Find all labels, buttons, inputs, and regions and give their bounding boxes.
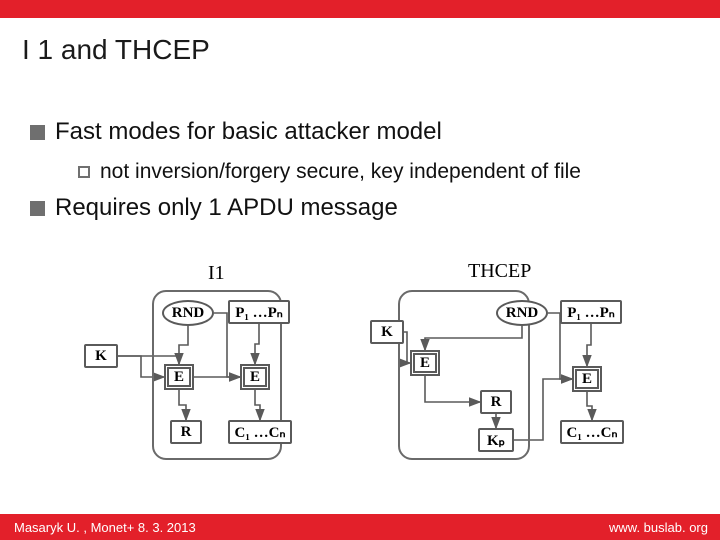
slide: { "layout": { "topbar": { "height_px": 1… xyxy=(0,0,720,540)
bullet-item-1a: not inversion/forgery secure, key indepe… xyxy=(78,160,581,184)
bullet-text: Fast modes for basic attacker model xyxy=(55,118,442,146)
diagram-node-i1_label: I1 xyxy=(208,262,248,286)
diagram-node-th_p: P₁ …Pₙ xyxy=(560,300,622,324)
diagram-node-th_label: THCEP xyxy=(468,260,558,284)
page-title: I 1 and THCEP xyxy=(22,34,210,66)
bullet-item-2: Requires only 1 APDU message xyxy=(30,194,581,222)
diagram-node-th_rnd: RND xyxy=(496,300,548,326)
diagram-node-th_e2: E xyxy=(572,366,602,392)
diagram-node-i1_c: C₁ …Cₙ xyxy=(228,420,292,444)
square-bullet-icon xyxy=(30,125,45,140)
diagram-node-i1_rnd: RND xyxy=(162,300,214,326)
diagram-node-i1_e1: E xyxy=(164,364,194,390)
diagram: I1THCEPRNDP₁ …PₙKEERC₁ …CₙRNDP₁ …PₙKEERK… xyxy=(90,268,650,478)
hollow-bullet-icon xyxy=(78,166,90,178)
diagram-node-i1_p: P₁ …Pₙ xyxy=(228,300,290,324)
red-top-bar xyxy=(0,0,720,18)
diagram-node-th_r: R xyxy=(480,390,512,414)
square-bullet-icon xyxy=(30,201,45,216)
diagram-node-th_k: K xyxy=(370,320,404,344)
diagram-node-th_e1: E xyxy=(410,350,440,376)
bullet-text: Requires only 1 APDU message xyxy=(55,194,398,222)
diagram-node-i1_k: K xyxy=(84,344,118,368)
footer-left-text: Masaryk U. , Monet+ 8. 3. 2013 xyxy=(14,520,196,535)
diagram-node-i1_r: R xyxy=(170,420,202,444)
footer-bar: Masaryk U. , Monet+ 8. 3. 2013 www. busl… xyxy=(0,514,720,540)
bullet-item-1: Fast modes for basic attacker model xyxy=(30,118,581,146)
bullet-list: Fast modes for basic attacker model not … xyxy=(30,118,581,236)
diagram-node-th_c: C₁ …Cₙ xyxy=(560,420,624,444)
footer-right-link[interactable]: www. buslab. org xyxy=(609,520,708,535)
diagram-node-i1_e2: E xyxy=(240,364,270,390)
diagram-node-th_kp: Kₚ xyxy=(478,428,514,452)
sub-bullet-text: not inversion/forgery secure, key indepe… xyxy=(100,160,581,184)
